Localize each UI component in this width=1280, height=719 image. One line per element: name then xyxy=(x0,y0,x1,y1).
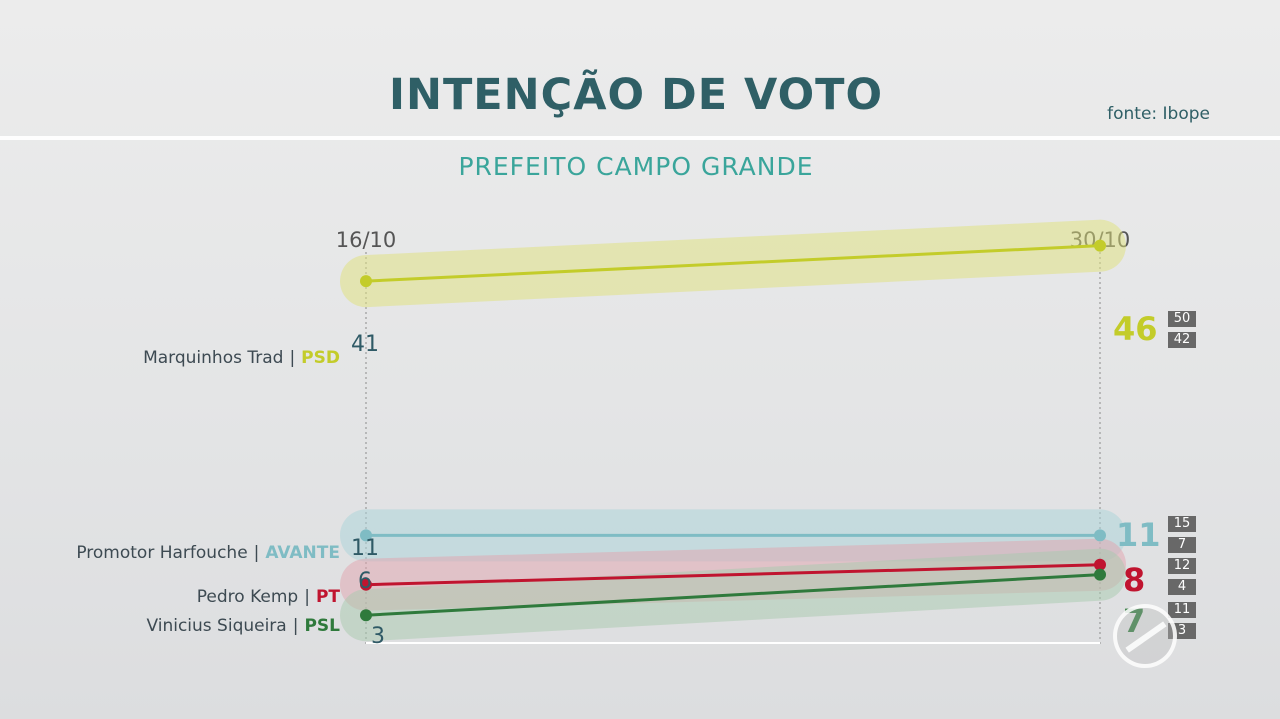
range-min: 7 xyxy=(1168,537,1196,553)
page-title: INTENÇÃO DE VOTO xyxy=(388,70,884,120)
candidate-label-siqueira: Vinicius Siqueira | PSL xyxy=(146,616,340,636)
data-label-end: 46 xyxy=(1113,310,1158,348)
data-point xyxy=(1094,568,1106,581)
data-label-start: 41 xyxy=(351,332,379,357)
party-label: PSL xyxy=(304,616,340,636)
range-max: 12 xyxy=(1168,558,1196,574)
source-label: fonte: Ibope xyxy=(1107,104,1210,124)
candidate-name: Promotor Harfouche xyxy=(76,543,248,563)
data-point xyxy=(1094,529,1106,542)
data-point xyxy=(1094,558,1106,571)
data-label-start: 3 xyxy=(371,624,385,649)
range-max: 50 xyxy=(1168,311,1196,327)
data-point xyxy=(360,578,372,591)
broadcaster-logo-icon xyxy=(1113,604,1177,668)
candidate-label-harfouche: Promotor Harfouche | AVANTE xyxy=(76,543,340,563)
data-point xyxy=(360,529,372,542)
x-tick-label-start: 16/10 xyxy=(335,228,397,252)
range-min: 4 xyxy=(1168,579,1196,595)
party-label: PSD xyxy=(301,348,340,368)
candidate-name: Vinicius Siqueira xyxy=(146,616,287,636)
range-min: 42 xyxy=(1168,332,1196,348)
data-label-end: 11 xyxy=(1116,516,1161,554)
data-label-start: 11 xyxy=(351,536,379,561)
series-line xyxy=(365,573,1101,617)
party-label: AVANTE xyxy=(265,543,340,563)
chart-subtitle: PREFEITO CAMPO GRANDE xyxy=(458,152,814,181)
range-max: 11 xyxy=(1168,602,1196,618)
series-line xyxy=(365,563,1101,587)
candidate-name: Marquinhos Trad xyxy=(143,348,284,368)
series-line xyxy=(365,244,1101,283)
range-max: 15 xyxy=(1168,516,1196,532)
party-label: PT xyxy=(315,587,340,607)
header-divider xyxy=(0,136,1280,140)
data-label-end: 8 xyxy=(1123,561,1146,599)
data-point xyxy=(1094,239,1106,252)
data-point xyxy=(360,275,372,288)
data-label-start: 6 xyxy=(358,569,372,594)
candidate-label-kemp: Pedro Kemp | PT xyxy=(196,587,340,607)
candidate-label-marquinhos: Marquinhos Trad | PSD xyxy=(143,348,340,368)
candidate-name: Pedro Kemp xyxy=(196,587,299,607)
data-point xyxy=(360,609,372,622)
